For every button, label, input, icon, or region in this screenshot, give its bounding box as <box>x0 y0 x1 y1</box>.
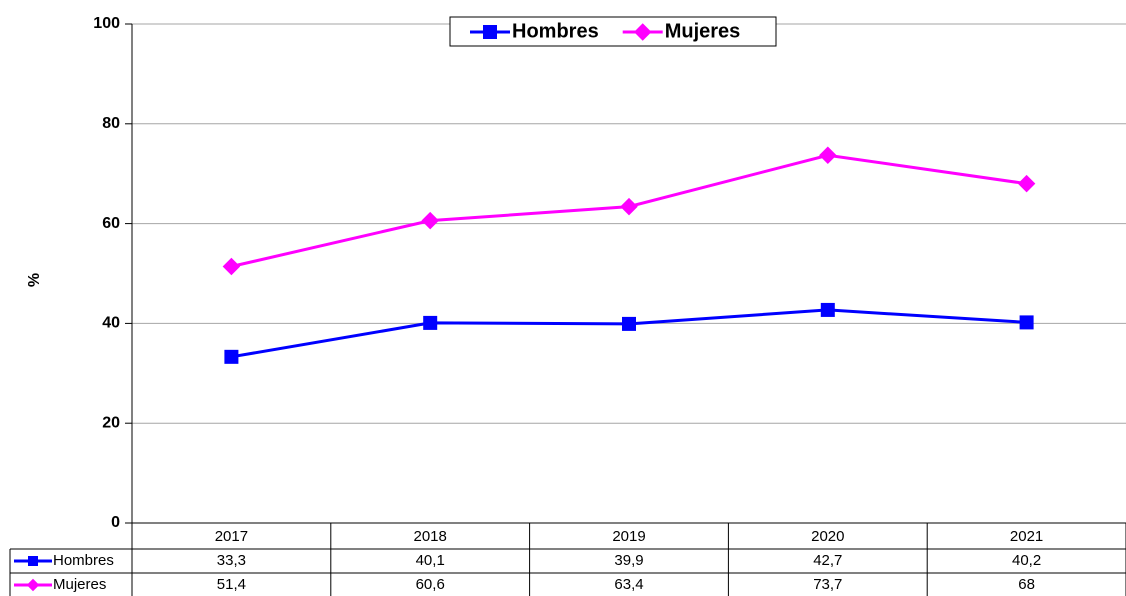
legend-label: Hombres <box>512 20 599 42</box>
marker <box>423 315 438 330</box>
marker <box>1017 174 1036 193</box>
marker <box>26 578 40 592</box>
row-label: Mujeres <box>53 576 106 593</box>
y-tick-label: 100 <box>93 15 120 32</box>
x-tick-label: 2017 <box>215 528 248 545</box>
marker <box>222 257 241 276</box>
marker <box>421 211 439 230</box>
marker <box>819 146 837 164</box>
marker <box>633 23 652 41</box>
legend-label: Mujeres <box>665 20 741 42</box>
marker <box>620 197 638 216</box>
data-label: 40,2 <box>1012 552 1041 569</box>
marker <box>819 146 837 164</box>
marker <box>620 197 638 216</box>
x-tick-label: 2018 <box>414 528 447 545</box>
y-tick-label: 60 <box>102 215 120 232</box>
marker <box>483 25 497 39</box>
x-tick-label: 2019 <box>612 528 645 545</box>
data-label: 63,4 <box>614 576 643 593</box>
marker <box>421 211 439 230</box>
marker <box>224 349 239 364</box>
data-label: 60,6 <box>416 576 445 593</box>
marker <box>28 556 38 566</box>
x-tick-label: 2020 <box>811 528 844 545</box>
y-tick-label: 20 <box>102 414 120 431</box>
y-tick-label: 0 <box>111 514 120 531</box>
data-label: 51,4 <box>217 576 246 593</box>
data-label: 68 <box>1018 576 1035 593</box>
marker <box>222 257 241 276</box>
marker <box>1017 174 1036 193</box>
data-label: 42,7 <box>813 552 842 569</box>
marker <box>622 316 636 331</box>
row-label: Hombres <box>53 552 114 569</box>
y-tick-label: 80 <box>102 115 120 132</box>
data-label: 33,3 <box>217 552 246 569</box>
marker <box>820 302 835 317</box>
x-tick-label: 2021 <box>1010 528 1043 545</box>
marker <box>633 23 652 41</box>
marker <box>26 578 40 592</box>
marker <box>28 556 38 566</box>
marker <box>224 349 239 364</box>
marker <box>423 315 438 330</box>
data-label: 73,7 <box>813 576 842 593</box>
y-axis-label: % <box>26 273 43 287</box>
data-label: 39,9 <box>614 552 643 569</box>
marker <box>1019 315 1034 330</box>
marker <box>483 25 497 39</box>
data-label: 40,1 <box>416 552 445 569</box>
marker <box>820 302 835 317</box>
y-tick-label: 40 <box>102 315 120 332</box>
marker <box>622 316 636 331</box>
marker <box>1019 315 1034 330</box>
